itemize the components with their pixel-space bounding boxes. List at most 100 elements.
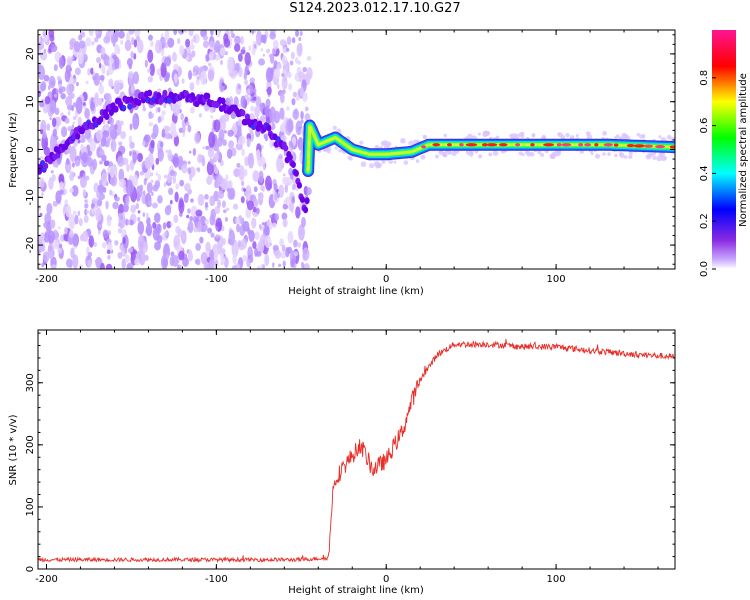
heatmap-noise-point	[191, 50, 196, 58]
heatmap-noise-point	[163, 174, 168, 179]
heatmap-noise-point	[157, 195, 163, 204]
heatmap-noise-point	[84, 208, 88, 216]
heatmap-noise-point	[118, 141, 123, 146]
heatmap-noise-point	[220, 253, 226, 265]
heatmap-noise-point	[105, 200, 109, 210]
heatmap-band-halo	[360, 161, 367, 168]
heatmap-band-halo	[550, 153, 556, 160]
heatmap-noise-point	[83, 215, 89, 224]
heatmap-noise-point	[164, 30, 170, 42]
heatmap-noise-point	[279, 238, 284, 247]
heatmap-noise-point	[137, 250, 142, 260]
heatmap-noise-point	[149, 40, 154, 47]
heatmap-noise-point	[301, 216, 306, 228]
snr-series-polyline	[38, 338, 675, 564]
heatmap-noise-point	[197, 220, 202, 233]
heatmap-noise-point	[135, 114, 139, 119]
heatmap-noise-point	[139, 241, 144, 249]
heatmap-noise-point	[135, 202, 140, 210]
heatmap-band-hotspot	[613, 143, 619, 147]
heatmap-noise-point	[231, 265, 238, 269]
heatmap-band-halo	[621, 132, 628, 139]
heatmap-ridge-point	[299, 196, 306, 203]
heatmap-noise-point	[234, 35, 241, 45]
heatmap-noise-point	[237, 139, 241, 146]
heatmap-noise-point	[91, 41, 95, 46]
heatmap-noise-point	[142, 140, 146, 147]
heatmap-noise-point	[166, 173, 171, 184]
heatmap-noise-point	[282, 46, 287, 54]
heatmap-noise-point	[262, 53, 266, 57]
heatmap-noise-point	[128, 30, 135, 35]
heatmap-noise-point	[85, 210, 90, 214]
heatmap-noise-point	[38, 179, 45, 188]
heatmap-noise-point	[96, 199, 102, 207]
heatmap-noise-point	[137, 221, 145, 235]
heatmap-noise-point	[64, 117, 70, 124]
heatmap-noise-point	[202, 146, 205, 150]
heatmap-noise-point	[249, 105, 255, 112]
heatmap-noise-point	[128, 77, 135, 87]
heatmap-band-halo	[326, 146, 332, 152]
heatmap-noise-point	[293, 251, 299, 257]
heatmap-noise-point	[273, 60, 278, 70]
heatmap-noise-point	[243, 188, 247, 192]
heatmap-noise-point	[164, 56, 171, 67]
heatmap-noise-point	[200, 70, 207, 86]
heatmap-noise-point	[281, 73, 285, 77]
heatmap-noise-point	[295, 30, 300, 37]
heatmap-noise-point	[255, 96, 262, 107]
chart-title: S124.2023.012.17.10.G27	[289, 1, 461, 16]
heatmap-noise-point	[128, 135, 133, 144]
heatmap-noise-point	[291, 98, 296, 106]
heatmap-noise-point	[220, 59, 223, 66]
heatmap-noise-point	[261, 222, 265, 226]
heatmap-noise-point	[38, 249, 41, 255]
heatmap-ridge-point	[304, 197, 310, 205]
heatmap-noise-point	[119, 120, 124, 126]
heatmap-noise-point	[249, 77, 256, 84]
heatmap-noise-point	[94, 259, 98, 263]
heatmap-noise-point	[217, 190, 225, 199]
heatmap-noise-point	[287, 231, 294, 244]
heatmap-noise-point	[93, 241, 97, 247]
snr-y-tick-label: 0	[25, 566, 36, 572]
heatmap-noise-point	[70, 56, 74, 60]
heatmap-noise-point	[187, 167, 192, 175]
heatmap-noise-point	[68, 214, 76, 230]
heatmap-noise-point	[159, 141, 164, 148]
heatmap-noise-point	[244, 168, 248, 177]
heatmap-noise-point	[60, 92, 66, 100]
heatmap-noise-point	[205, 201, 208, 208]
heatmap-noise-point	[194, 132, 201, 144]
heatmap-noise-point	[264, 225, 270, 237]
colorbar-label: Normalized spectral amplitude	[738, 73, 749, 227]
heatmap-band-halo	[607, 152, 611, 156]
heatmap-noise-point	[209, 214, 215, 226]
heatmap-noise-point	[244, 52, 251, 66]
heatmap-noise-point	[172, 175, 177, 184]
heatmap-noise-point	[112, 201, 119, 210]
snr-x-tick-label: 100	[547, 574, 566, 585]
spectrogram-y-axis-label: Frequency (Hz)	[8, 112, 19, 188]
heatmap-band-halo	[518, 151, 523, 156]
heatmap-noise-point	[178, 199, 185, 214]
spectrogram-x-ticks: -200 -100 0 100	[35, 30, 659, 285]
heatmap-noise-point	[47, 85, 51, 90]
heatmap-noise-point	[101, 154, 107, 162]
heatmap-noise-point	[90, 67, 94, 75]
heatmap-noise-point	[225, 174, 229, 182]
heatmap-noise-point	[232, 203, 239, 210]
heatmap-noise-point	[178, 264, 182, 269]
snr-y-axis-label: SNR (10 * v/v)	[8, 414, 19, 485]
heatmap-noise-point	[114, 123, 118, 131]
heatmap-band-halo	[628, 154, 633, 159]
heatmap-noise-point	[87, 68, 91, 76]
heatmap-noise-point	[177, 30, 185, 35]
heatmap-noise-point	[88, 30, 94, 37]
heatmap-noise-point	[269, 31, 277, 40]
heatmap-band-halo	[492, 150, 499, 156]
heatmap-noise-point	[227, 180, 233, 189]
heatmap-noise-point	[303, 262, 310, 269]
heatmap-ridge-point	[136, 99, 142, 106]
